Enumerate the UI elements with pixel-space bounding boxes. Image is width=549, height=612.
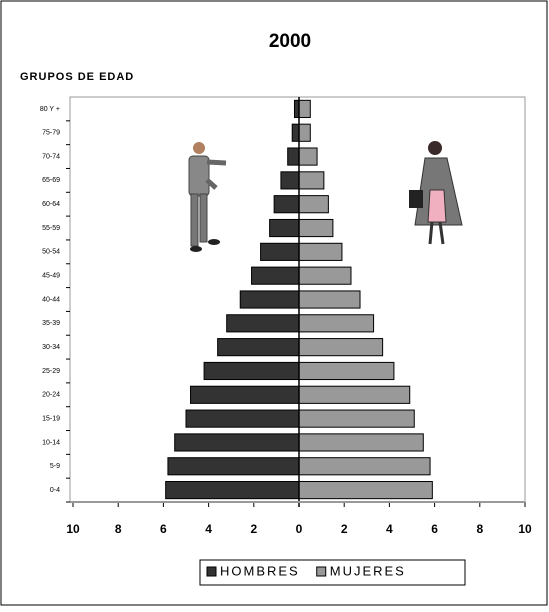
bar <box>298 338 384 357</box>
bar <box>291 123 300 142</box>
x-tick-label: 6 <box>431 522 438 536</box>
y-tick-label: 80 Y + <box>40 106 60 113</box>
bar <box>174 433 300 452</box>
x-tick-label: 4 <box>205 522 212 536</box>
x-tick-label: 8 <box>115 522 122 536</box>
bar <box>298 314 375 333</box>
x-tick-label: 10 <box>66 522 80 536</box>
y-tick-label: 10-14 <box>42 439 60 446</box>
legend-box <box>199 559 466 586</box>
x-tick-label: 2 <box>250 522 257 536</box>
bar <box>273 195 300 214</box>
man-illustration <box>188 142 227 252</box>
bar <box>251 266 300 285</box>
bar <box>298 433 424 452</box>
woman-illustration <box>409 141 463 245</box>
bar <box>298 123 311 142</box>
bar <box>287 147 300 166</box>
legend-swatch <box>206 566 217 577</box>
x-tick-label: 2 <box>341 522 348 536</box>
chart-title: 2000 <box>269 31 311 52</box>
y-tick-label: 70-74 <box>42 153 60 160</box>
bar <box>239 290 300 309</box>
bar <box>298 409 415 428</box>
x-tick-label: 8 <box>476 522 483 536</box>
bar <box>167 457 300 476</box>
y-tick-label: 5-9 <box>50 463 60 470</box>
y-tick-label: 75-79 <box>42 130 60 137</box>
bar <box>298 218 334 238</box>
y-tick-label: 55-59 <box>42 225 60 232</box>
x-tick-label: 6 <box>160 522 167 536</box>
y-tick-label: 60-64 <box>42 201 60 208</box>
y-tick-label: 35-39 <box>42 320 60 327</box>
bar <box>260 242 300 261</box>
bar <box>226 314 300 333</box>
legend-swatch <box>316 566 327 577</box>
bar <box>203 361 300 381</box>
bar <box>298 147 318 166</box>
x-tick-label: 0 <box>296 522 303 536</box>
x-tick-label: 10 <box>518 522 532 536</box>
y-tick-label: 45-49 <box>42 273 60 280</box>
legend-label: HOMBRES <box>220 563 300 578</box>
y-tick-label: 0-4 <box>50 487 60 494</box>
bar <box>298 195 329 214</box>
bar <box>298 361 395 381</box>
bar <box>298 99 311 118</box>
bar <box>185 409 300 428</box>
bar <box>298 171 325 190</box>
y-axis-label: GRUPOS DE EDAD <box>20 71 134 83</box>
y-tick-label: 25-29 <box>42 368 60 375</box>
bar <box>298 266 352 285</box>
bar <box>298 290 361 309</box>
y-tick-label: 40-44 <box>42 296 60 303</box>
y-tick-label: 65-69 <box>42 177 60 184</box>
x-tick-label: 4 <box>386 522 393 536</box>
y-tick-label: 20-24 <box>42 392 60 399</box>
bar <box>217 338 300 357</box>
legend-label: MUJERES <box>330 563 406 578</box>
bar <box>269 218 300 238</box>
y-tick-label: 15-19 <box>42 415 60 422</box>
y-tick-label: 50-54 <box>42 249 60 256</box>
bar <box>298 242 343 261</box>
bar <box>298 457 431 476</box>
bar <box>298 385 411 404</box>
bar <box>165 481 300 500</box>
bar <box>190 385 300 404</box>
bar <box>280 171 300 190</box>
y-tick-label: 30-34 <box>42 344 60 351</box>
bar <box>298 481 433 500</box>
